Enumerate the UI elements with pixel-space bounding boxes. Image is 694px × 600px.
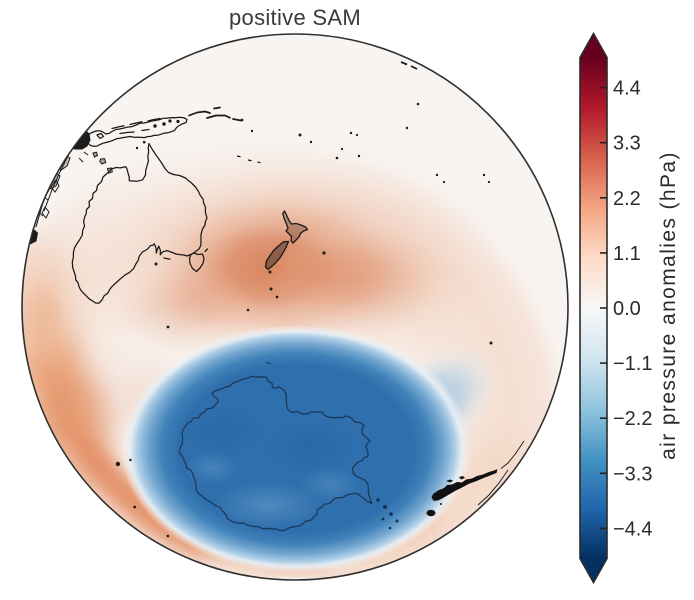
svg-text:positive SAM: positive SAM [229, 5, 361, 30]
svg-text:1.1: 1.1 [613, 243, 641, 265]
svg-text:0.0: 0.0 [613, 298, 641, 320]
svg-text:2.2: 2.2 [613, 188, 641, 210]
svg-text:−1.1: −1.1 [613, 353, 652, 375]
svg-text:−2.2: −2.2 [613, 408, 652, 430]
svg-text:air pressure anomalies (hPa): air pressure anomalies (hPa) [657, 151, 680, 460]
svg-text:3.3: 3.3 [613, 133, 641, 155]
svg-text:4.4: 4.4 [613, 78, 641, 100]
svg-text:−3.3: −3.3 [613, 463, 652, 485]
svg-text:−4.4: −4.4 [613, 518, 652, 540]
